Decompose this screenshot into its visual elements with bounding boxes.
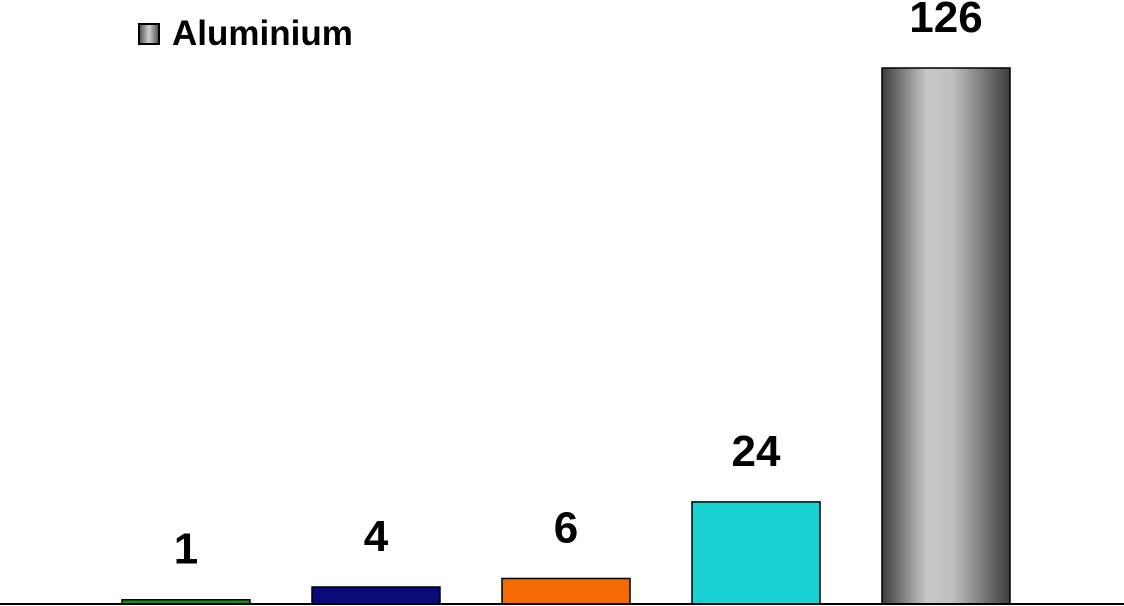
- bar-4: [691, 501, 821, 605]
- bar-5: [881, 67, 1011, 605]
- data-label-2: 4: [364, 512, 389, 561]
- data-label-4: 24: [732, 427, 781, 476]
- bar-3: [501, 577, 631, 605]
- legend: Stahl Aluminium: [138, 0, 353, 53]
- legend-item-1: Stahl: [172, 0, 258, 2]
- data-label-3: 6: [554, 503, 578, 552]
- legend-label: Aluminium: [172, 14, 353, 53]
- data-labels-group: 1 4 6 24 126: [174, 0, 983, 574]
- legend-swatch: [138, 23, 160, 45]
- legend-label: Stahl: [172, 0, 258, 2]
- bar-2: [311, 586, 441, 605]
- data-label-1: 1: [174, 525, 198, 574]
- bars-group: [121, 67, 1011, 605]
- data-label-5: 126: [909, 0, 982, 42]
- legend-item-2: Aluminium: [138, 14, 353, 53]
